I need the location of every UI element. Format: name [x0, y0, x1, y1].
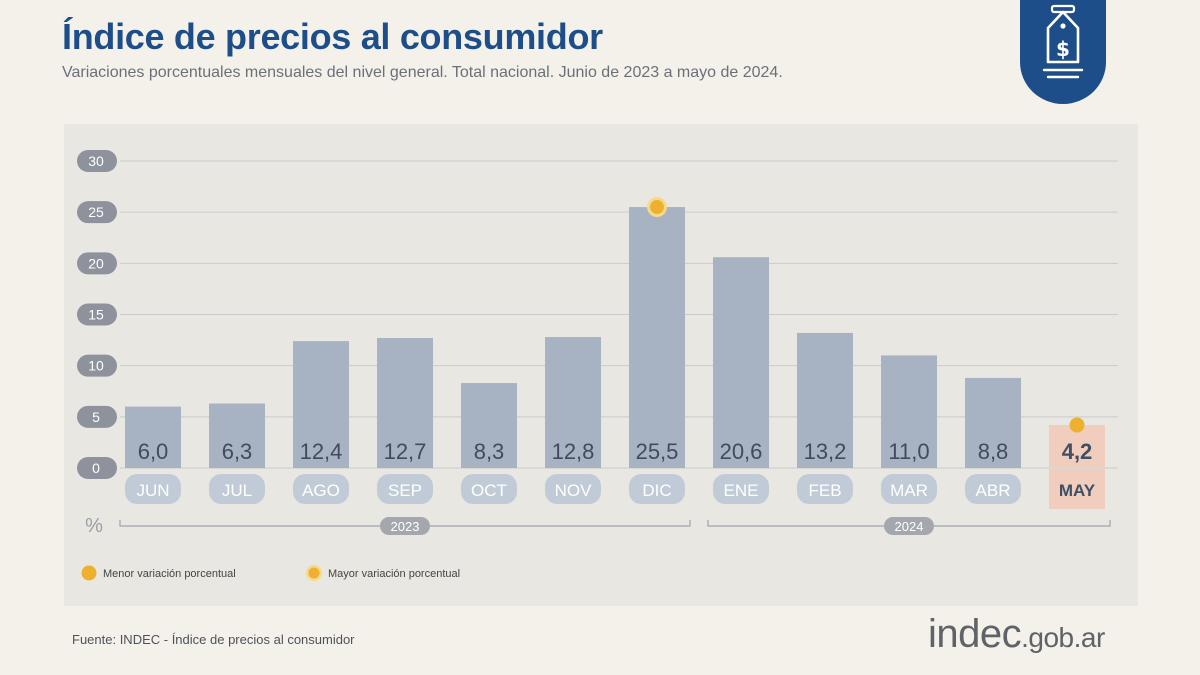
bar-sep	[377, 338, 433, 468]
x-tick-label: SEP	[388, 481, 422, 500]
month-pill	[545, 474, 601, 504]
bar-abr	[965, 377, 1021, 468]
chart-panel: 0 5 10 15 20 25 30% 6,0 JUN 6,3 JUL 12,4 AGO 12,7 SEP 8…	[64, 124, 1138, 606]
y-tick-pill	[77, 457, 117, 479]
x-tick-label: FEB	[808, 481, 841, 500]
bar-ene	[713, 257, 769, 468]
svg-text:$: $	[1056, 37, 1070, 61]
x-tick-label: ENE	[724, 481, 759, 500]
x-tick-label: MAY	[1059, 481, 1096, 500]
x-tick-label: ABR	[976, 481, 1011, 500]
y-tick-label: 5	[92, 409, 100, 425]
year-pill	[380, 517, 430, 535]
month-pill	[377, 474, 433, 504]
bar-value-label: 13,2	[804, 439, 847, 464]
bar-ago	[293, 341, 349, 468]
y-tick-pill	[77, 150, 117, 172]
bar-value-label: 6,3	[222, 439, 253, 464]
month-pill	[797, 474, 853, 504]
bar-value-label: 12,4	[300, 439, 343, 464]
source-note: Fuente: INDEC - Índice de precios al con…	[72, 632, 355, 647]
bar-value-label: 11,0	[888, 439, 929, 464]
y-tick-label: 10	[88, 358, 104, 374]
year-pill	[884, 517, 934, 535]
bar-mar	[881, 355, 937, 468]
x-tick-label: JUL	[222, 481, 252, 500]
bar-value-label: 6,0	[138, 439, 169, 464]
legend-min-marker	[81, 565, 97, 581]
x-tick-label: DIC	[642, 481, 671, 500]
y-tick-pill	[77, 405, 117, 428]
y-tick-label: 15	[88, 307, 104, 323]
indec-logo: indec.gob.ar	[928, 612, 1105, 657]
bar-feb	[797, 332, 853, 468]
y-tick-pill	[77, 354, 117, 377]
year-label: 2023	[391, 519, 420, 534]
cpi-bar-chart: 0 5 10 15 20 25 30% 6,0 JUN 6,3 JUL 12,4 AGO 12,7 SEP 8…	[77, 150, 1118, 581]
bar-value-label: 8,8	[978, 439, 1009, 464]
bar-jul	[209, 403, 265, 468]
highlight-pill-extension	[1049, 469, 1105, 509]
page-title: Índice de precios al consumidor	[62, 16, 603, 57]
month-pill	[629, 474, 685, 504]
bar-jun	[125, 406, 181, 468]
month-pill	[293, 474, 349, 504]
max-dot	[650, 200, 664, 215]
y-tick-label: 20	[88, 255, 104, 271]
page-subtitle: Variaciones porcentuales mensuales del n…	[62, 64, 783, 81]
x-tick-label: MAR	[890, 481, 928, 500]
year-label: 2024	[895, 519, 924, 534]
month-pill	[881, 474, 937, 504]
x-tick-label: AGO	[302, 481, 340, 500]
legend-max-marker	[308, 567, 320, 579]
x-tick-label: NOV	[555, 481, 593, 500]
bar-nov	[545, 337, 601, 468]
price-tag-dollar-icon: $	[1020, 0, 1106, 104]
bar-value-label: 20,6	[720, 439, 763, 464]
y-tick-pill	[77, 201, 117, 224]
y-unit-label: %	[85, 515, 103, 537]
brand-domain: .gob.ar	[1021, 622, 1105, 653]
min-dot	[1069, 417, 1085, 433]
x-tick-label: OCT	[471, 481, 507, 500]
y-tick-label: 25	[88, 204, 104, 220]
legend-max-label: Mayor variación porcentual	[328, 568, 460, 580]
bar-dic	[629, 207, 685, 469]
month-pill	[461, 474, 517, 504]
y-tick-label: 30	[88, 153, 104, 169]
bar-value-label: 8,3	[474, 439, 505, 464]
month-pill	[125, 474, 181, 504]
legend-min-label: Menor variación porcentual	[103, 568, 236, 580]
brand-main: indec	[928, 612, 1022, 656]
x-tick-label: JUN	[136, 481, 169, 500]
month-pill	[965, 474, 1021, 504]
bar-value-label: 4,2	[1062, 439, 1093, 464]
bar-value-label: 12,7	[384, 439, 427, 464]
bar-value-label: 25,5	[636, 439, 679, 464]
month-pill	[209, 474, 265, 504]
y-tick-label: 0	[92, 460, 100, 476]
y-tick-pill	[77, 252, 117, 275]
y-tick-pill	[77, 303, 117, 326]
month-pill	[713, 474, 769, 504]
bar-oct	[461, 383, 517, 468]
bar-value-label: 12,8	[552, 439, 595, 464]
